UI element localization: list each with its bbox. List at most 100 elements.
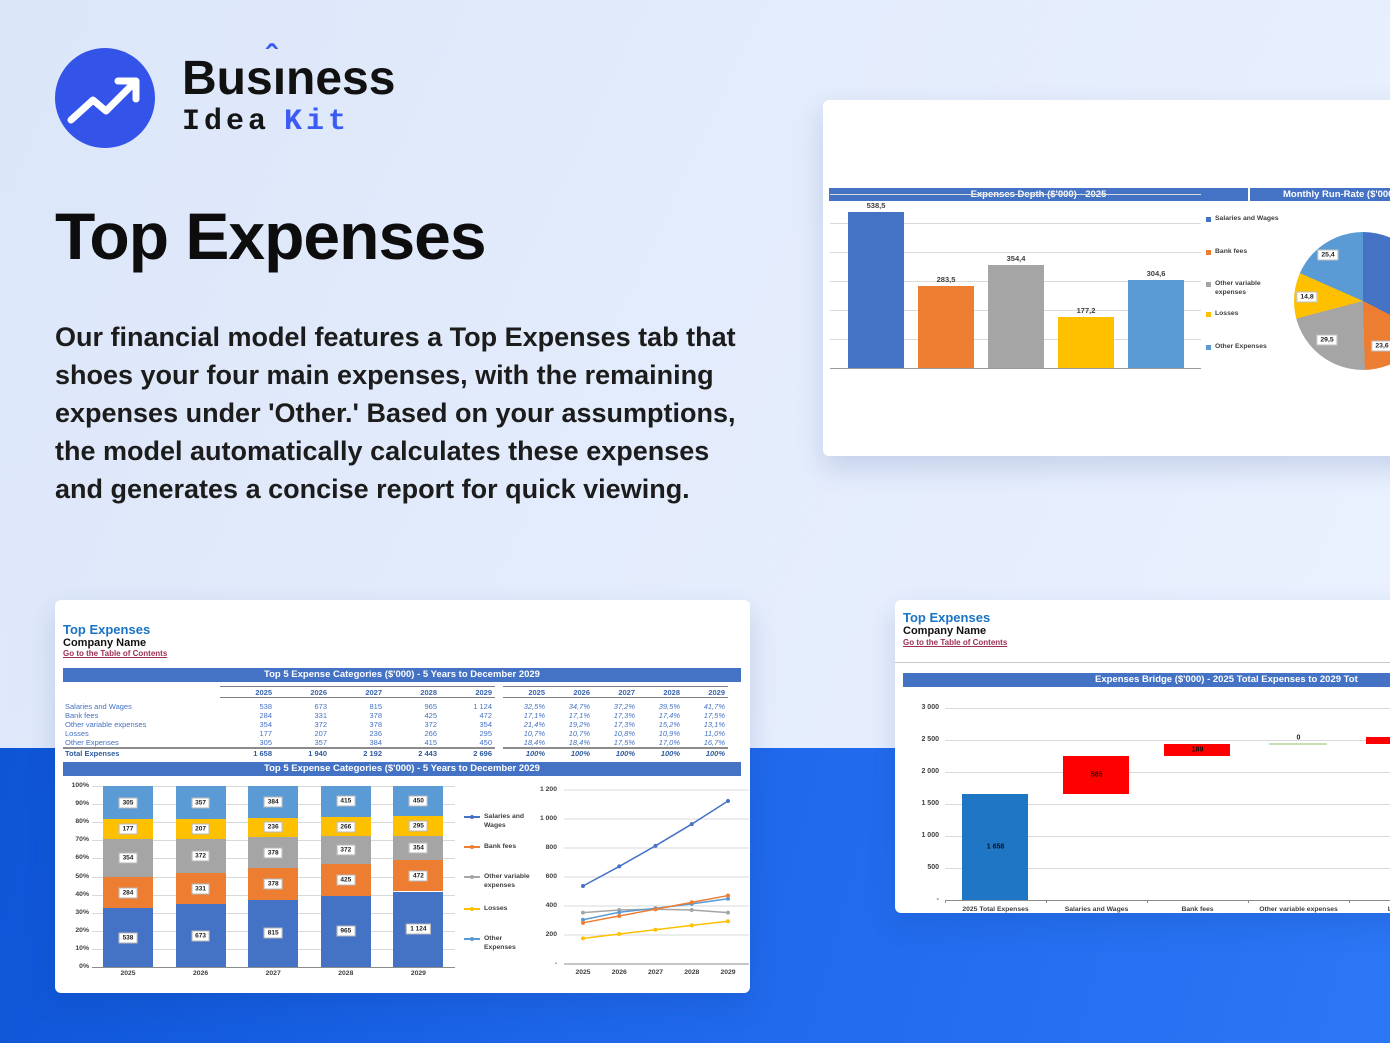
bar-value-label: 538,5 bbox=[866, 200, 886, 210]
x-axis-line bbox=[92, 967, 455, 968]
waterfall-bar bbox=[1164, 744, 1230, 757]
x-tick-label: Bank fees bbox=[1181, 906, 1214, 913]
waterfall-value-label: 1 658 bbox=[986, 843, 1005, 851]
brand-subtitle-kit: Kit bbox=[284, 105, 351, 139]
segment-value-label: 177 bbox=[118, 823, 138, 835]
line-chart-svg bbox=[564, 789, 749, 965]
expense-values-table-grid: 2025 2026 2027 2028 2029 Salaries and Wages 53… bbox=[63, 686, 495, 758]
gridline bbox=[830, 223, 1201, 224]
brand-subtitle: Idea Kit bbox=[182, 104, 395, 140]
expenses-depth-bar-chart: 538,5 283,5 354,4 177,2 304,6 bbox=[830, 194, 1201, 370]
bar-value-label: 283,5 bbox=[936, 274, 956, 284]
bar-value-label: 177,2 bbox=[1076, 305, 1096, 315]
gridline bbox=[945, 740, 1390, 741]
page-title: Top Expenses bbox=[55, 199, 487, 273]
legend-item: Other variable expenses bbox=[464, 872, 536, 894]
legend-label: Other variable expenses bbox=[484, 873, 530, 889]
x-tick-label: Other variable expenses bbox=[1259, 906, 1338, 913]
gridline bbox=[830, 252, 1201, 253]
y-tick-label: 800 bbox=[545, 844, 557, 851]
brand-title-i: ı bbox=[272, 52, 287, 105]
segment-value-label: 207 bbox=[191, 823, 211, 835]
sheet-title: Top Expenses bbox=[903, 610, 991, 625]
y-tick-label: 100% bbox=[71, 782, 89, 789]
gridline bbox=[945, 804, 1390, 805]
waterfall-value-label: 0 bbox=[1296, 734, 1301, 742]
legend-dot-marker bbox=[470, 844, 474, 849]
y-tick-label: 400 bbox=[545, 902, 557, 909]
legend-item: Other Expenses bbox=[464, 934, 536, 956]
table-row: 21,4% 19,2% 17,3% 15,2% 13,1% bbox=[523, 720, 725, 729]
y-tick-label: 30% bbox=[75, 908, 89, 916]
x-tick-label: 2029 bbox=[720, 969, 736, 976]
legend-label: Losses bbox=[1215, 310, 1239, 317]
y-tick-label: 1 000 bbox=[921, 832, 939, 839]
depth-chart-legend: Salaries and Wages Bank fees Other variabl… bbox=[1206, 208, 1290, 358]
segment-value-label: 236 bbox=[263, 821, 283, 833]
company-name: Company Name bbox=[63, 637, 147, 649]
gridline bbox=[945, 708, 1390, 709]
company-name: Company Name bbox=[903, 625, 987, 637]
y-tick-label: 2 500 bbox=[921, 736, 939, 743]
table-of-contents-link[interactable]: Go to the Table of Contents bbox=[903, 638, 1008, 647]
segment-value-label: 372 bbox=[191, 850, 211, 862]
y-tick-label: - bbox=[554, 960, 557, 967]
axis-tick bbox=[1046, 900, 1047, 903]
pie-slice-label: 14,8 bbox=[1296, 291, 1318, 303]
table-of-contents-link[interactable]: Go to the Table of Contents bbox=[63, 649, 168, 658]
table-row: 10,7% 10,7% 10,8% 10,9% 11,0% bbox=[523, 729, 725, 738]
legend-label: Salaries and Wages bbox=[1215, 215, 1279, 222]
legend-item: Losses bbox=[1206, 310, 1290, 328]
pie-slice-label: 23,6 bbox=[1371, 340, 1390, 352]
brand-subtitle-idea: Idea bbox=[182, 105, 271, 139]
x-tick-label: 2026 bbox=[193, 970, 209, 977]
expense-table-header: Top 5 Expense Categories ($'000) - 5 Yea… bbox=[63, 668, 741, 682]
expense-share-table: 2025 2026 2027 2028 2029 32,5% 34,7% 37,2% 39,5%… bbox=[503, 686, 728, 758]
gridline bbox=[945, 772, 1390, 773]
axis-tick bbox=[1349, 900, 1350, 903]
y-tick-label: 50% bbox=[75, 872, 89, 880]
waterfall-bar bbox=[1063, 756, 1129, 794]
x-tick-label: 2025 bbox=[575, 969, 591, 976]
legend-label: Other Expenses bbox=[484, 935, 516, 951]
segment-value-label: 425 bbox=[336, 874, 356, 886]
line-chart-x-axis: 2025 2026 2027 2028 2029 bbox=[564, 969, 749, 979]
y-tick-label: 80% bbox=[75, 818, 89, 826]
total-row: Total Expenses 1 658 1 940 2 192 2 443 2 696 bbox=[63, 747, 495, 758]
legend-swatch bbox=[1206, 345, 1211, 350]
caret-accent-icon: ˆ bbox=[265, 39, 278, 77]
table-row: 18,4% 18,4% 17,5% 17,0% 16,7% bbox=[523, 738, 725, 747]
table-row: Bank fees 284 331 378 425 472 bbox=[65, 711, 492, 720]
legend-item: Salaries and Wages bbox=[464, 812, 536, 834]
x-tick-label: 2025 Total Expenses bbox=[962, 906, 1029, 913]
table-row: Salaries and Wages 538 673 815 965 1 124 bbox=[65, 702, 492, 711]
legend-label: Other Expenses bbox=[1215, 343, 1267, 350]
x-tick-label: 2027 bbox=[265, 970, 281, 977]
legend-swatch bbox=[1206, 217, 1211, 222]
legend-dot-marker bbox=[470, 814, 474, 819]
segment-value-label: 284 bbox=[118, 887, 138, 899]
gridline bbox=[945, 868, 1390, 869]
expense-chart-header: Top 5 Expense Categories ($'000) - 5 Yea… bbox=[63, 762, 741, 776]
top-expenses-report-card: Top Expenses Company Name Go to the Tabl… bbox=[55, 600, 750, 993]
segment-value-label: 266 bbox=[336, 821, 356, 833]
legend-label: Salaries and Wages bbox=[484, 813, 525, 829]
stacked-chart-y-axis: 100% 90% 80% 70% 60% 50% 40% 30% 20% 10% 0% bbox=[63, 782, 89, 971]
segment-value-label: 1 124 bbox=[406, 923, 431, 935]
x-axis-line bbox=[830, 368, 1201, 369]
segment-value-label: 357 bbox=[191, 797, 211, 809]
y-tick-label: 20% bbox=[75, 926, 89, 934]
waterfall-bar bbox=[1366, 736, 1390, 745]
y-tick-label: 2 000 bbox=[921, 768, 939, 775]
legend-item: Losses bbox=[464, 904, 536, 926]
waterfall-bar bbox=[962, 793, 1028, 900]
legend-label: Bank fees bbox=[1215, 248, 1248, 255]
waterfall-zero-line bbox=[1269, 743, 1327, 746]
legend-item: Bank fees bbox=[464, 842, 536, 864]
y-tick-label: 3 000 bbox=[921, 704, 939, 711]
y-tick-label: 0% bbox=[79, 963, 89, 970]
segment-value-label: 815 bbox=[263, 927, 283, 939]
expense-share-table-grid: 2025 2026 2027 2028 2029 32,5% 34,7% 37,2% 39,5%… bbox=[503, 686, 728, 758]
trend-arrow-icon bbox=[67, 77, 140, 124]
table-row: 17,1% 17,1% 17,3% 17,4% 17,5% bbox=[523, 711, 725, 720]
